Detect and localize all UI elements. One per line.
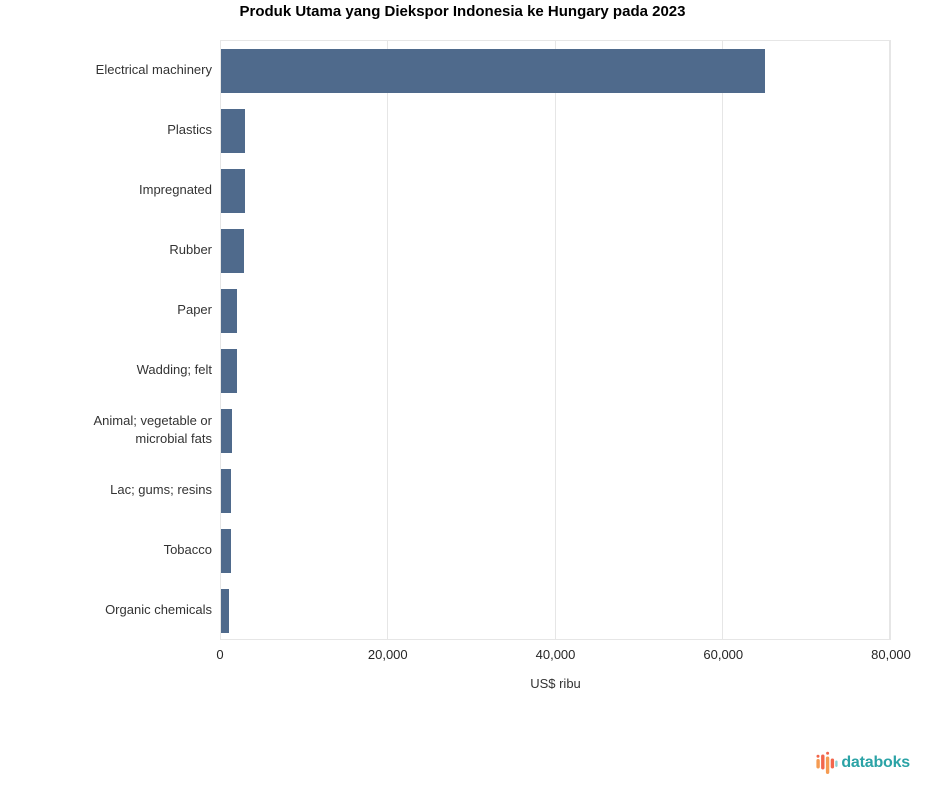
gridline: [721, 41, 723, 639]
category-label: Organic chemicals: [105, 602, 212, 618]
bar[interactable]: [221, 409, 232, 453]
category-label: Lac; gums; resins: [110, 482, 212, 498]
x-tick-label: 60,000: [703, 647, 744, 662]
bar[interactable]: [221, 349, 237, 393]
gridline: [889, 41, 890, 639]
x-tick-label: 80,000: [871, 647, 911, 662]
x-tick-label: 20,000: [367, 647, 408, 662]
x-axis-title: US$ ribu: [530, 676, 581, 691]
category-label: Paper: [177, 302, 212, 318]
gridline: [554, 41, 556, 639]
bar[interactable]: [221, 169, 245, 213]
category-label: Tobacco: [163, 542, 212, 558]
bar[interactable]: [221, 109, 246, 153]
category-label: Animal; vegetable or microbial fats: [93, 413, 212, 446]
bar[interactable]: [221, 229, 245, 273]
equalizer-bars-icon: [816, 750, 838, 776]
bar[interactable]: [221, 469, 232, 513]
x-axis-ticks: 0 20,000 40,000 60,000 80,000: [216, 647, 911, 663]
y-axis-labels: Electrical machinery Plastics Impregnated R…: [0, 40, 212, 640]
x-tick-label: 40,000: [535, 647, 576, 662]
plot-area: [220, 40, 891, 640]
gridline: [387, 41, 389, 639]
bar[interactable]: [221, 49, 765, 93]
databoks-logo-text: databoks: [841, 754, 910, 771]
x-tick-label: 0: [216, 647, 224, 662]
category-label: Electrical machinery: [95, 62, 212, 78]
category-label: Wadding; felt: [136, 362, 212, 378]
category-label: Impregnated: [139, 182, 212, 198]
databoks-logo: databoks: [816, 750, 910, 776]
category-label: Rubber: [169, 242, 212, 258]
chart-title: Produk Utama yang Diekspor Indonesia ke …: [239, 3, 686, 20]
bar[interactable]: [221, 589, 230, 633]
category-label: Plastics: [167, 122, 212, 138]
bar[interactable]: [221, 529, 231, 573]
bar[interactable]: [221, 289, 237, 333]
